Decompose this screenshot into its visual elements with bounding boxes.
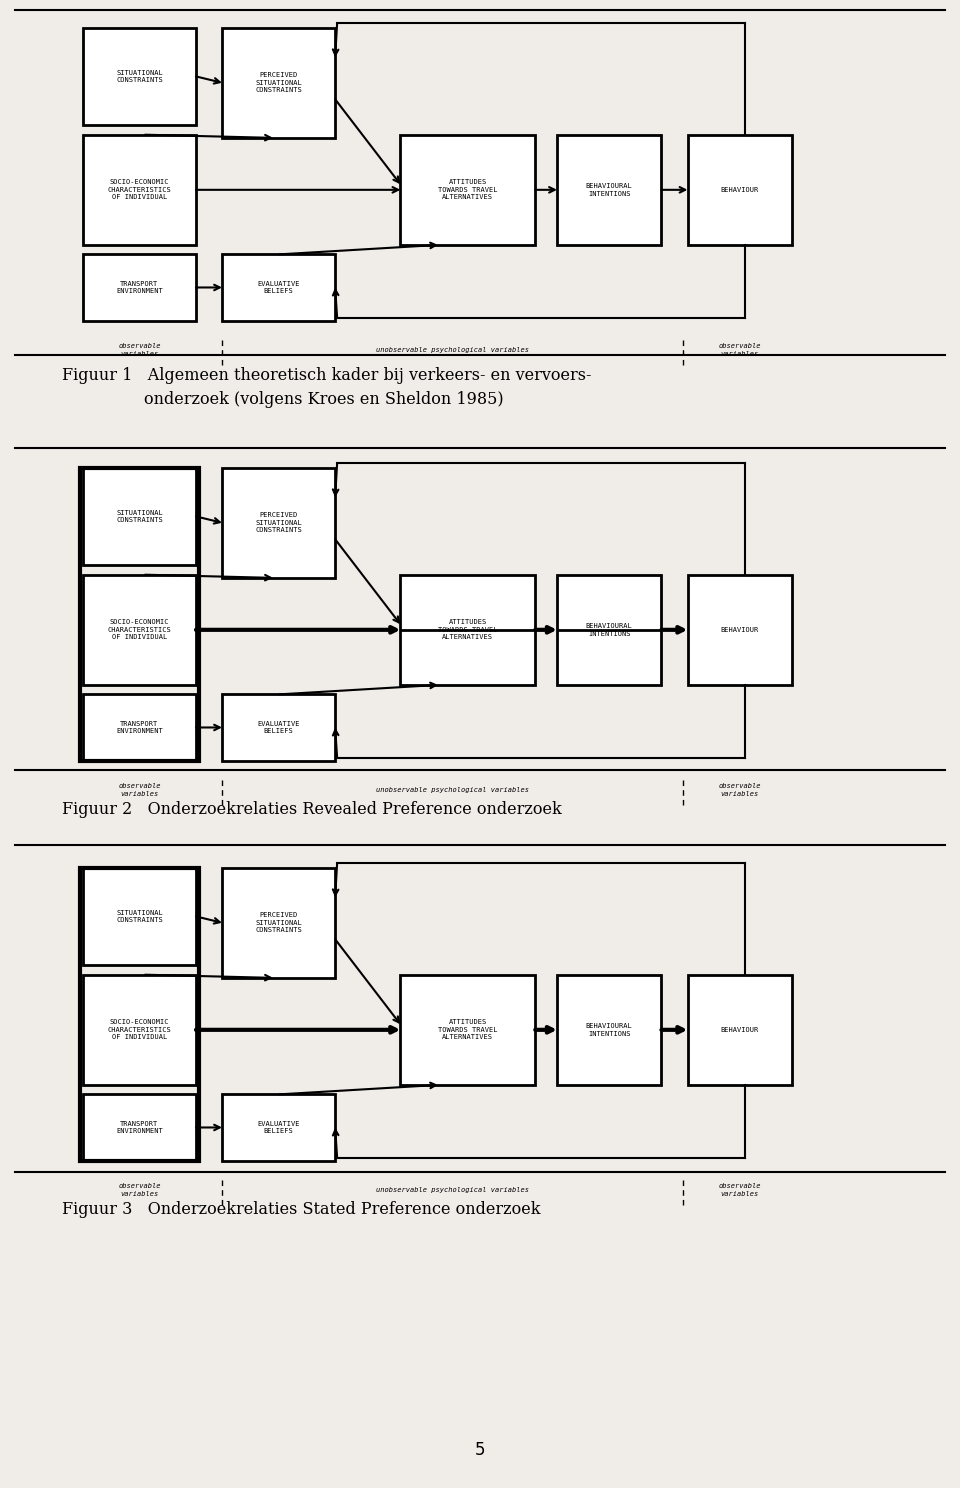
Bar: [557, 135, 661, 246]
Bar: [222, 254, 335, 320]
Bar: [222, 868, 335, 978]
Bar: [222, 28, 335, 138]
Text: EVALUATIVE
BELIEFS: EVALUATIVE BELIEFS: [257, 720, 300, 734]
Bar: [83, 467, 196, 565]
Bar: [83, 975, 196, 1085]
Text: EVALUATIVE
BELIEFS: EVALUATIVE BELIEFS: [257, 1120, 300, 1134]
Text: PERCEIVED
SITUATIONAL
CONSTRAINTS: PERCEIVED SITUATIONAL CONSTRAINTS: [255, 512, 302, 533]
Text: observable
variables: observable variables: [718, 783, 761, 796]
Bar: [687, 975, 792, 1085]
Text: BEHAVIOUR: BEHAVIOUR: [721, 187, 758, 193]
Text: EVALUATIVE
BELIEFS: EVALUATIVE BELIEFS: [257, 281, 300, 295]
Text: BEHAVIOURAL
INTENTIONS: BEHAVIOURAL INTENTIONS: [586, 1024, 633, 1037]
Bar: [80, 868, 199, 1161]
Text: SITUATIONAL
CONSTRAINTS: SITUATIONAL CONSTRAINTS: [116, 70, 163, 83]
Text: 5: 5: [475, 1440, 485, 1460]
Text: SOCIO-ECONOMIC
CHARACTERISTICS
OF INDIVIDUAL: SOCIO-ECONOMIC CHARACTERISTICS OF INDIVI…: [108, 1019, 171, 1040]
Text: Figuur 2   Onderzoekrelaties Revealed Preference onderzoek: Figuur 2 Onderzoekrelaties Revealed Pref…: [62, 802, 562, 818]
Text: TRANSPORT
ENVIRONMENT: TRANSPORT ENVIRONMENT: [116, 720, 163, 734]
Text: ATTITUDES
TOWARDS TRAVEL
ALTERNATIVES: ATTITUDES TOWARDS TRAVEL ALTERNATIVES: [438, 180, 497, 201]
Text: TRANSPORT
ENVIRONMENT: TRANSPORT ENVIRONMENT: [116, 1120, 163, 1134]
Text: BEHAVIOURAL
INTENTIONS: BEHAVIOURAL INTENTIONS: [586, 183, 633, 196]
Bar: [83, 695, 196, 760]
Bar: [83, 1094, 196, 1161]
Text: unobservable psychological variables: unobservable psychological variables: [375, 1187, 529, 1193]
Bar: [557, 574, 661, 684]
Bar: [222, 695, 335, 760]
Bar: [83, 574, 196, 684]
Bar: [557, 975, 661, 1085]
Text: unobservable psychological variables: unobservable psychological variables: [375, 787, 529, 793]
Text: observable
variables: observable variables: [118, 783, 160, 796]
Bar: [400, 975, 536, 1085]
Text: ATTITUDES
TOWARDS TRAVEL
ALTERNATIVES: ATTITUDES TOWARDS TRAVEL ALTERNATIVES: [438, 1019, 497, 1040]
Text: SITUATIONAL
CONSTRAINTS: SITUATIONAL CONSTRAINTS: [116, 510, 163, 524]
Bar: [687, 135, 792, 246]
Text: PERCEIVED
SITUATIONAL
CONSTRAINTS: PERCEIVED SITUATIONAL CONSTRAINTS: [255, 912, 302, 933]
Text: onderzoek (volgens Kroes en Sheldon 1985): onderzoek (volgens Kroes en Sheldon 1985…: [62, 391, 504, 409]
Text: PERCEIVED
SITUATIONAL
CONSTRAINTS: PERCEIVED SITUATIONAL CONSTRAINTS: [255, 73, 302, 94]
Text: BEHAVIOUR: BEHAVIOUR: [721, 1027, 758, 1033]
Bar: [83, 868, 196, 966]
Text: TRANSPORT
ENVIRONMENT: TRANSPORT ENVIRONMENT: [116, 281, 163, 295]
Bar: [83, 28, 196, 125]
Text: observable
variables: observable variables: [718, 1183, 761, 1196]
Bar: [400, 574, 536, 684]
Text: observable
variables: observable variables: [118, 1183, 160, 1196]
Text: SOCIO-ECONOMIC
CHARACTERISTICS
OF INDIVIDUAL: SOCIO-ECONOMIC CHARACTERISTICS OF INDIVI…: [108, 180, 171, 201]
Text: observable
variables: observable variables: [718, 344, 761, 357]
Text: unobservable psychological variables: unobservable psychological variables: [375, 347, 529, 353]
Text: SOCIO-ECONOMIC
CHARACTERISTICS
OF INDIVIDUAL: SOCIO-ECONOMIC CHARACTERISTICS OF INDIVI…: [108, 619, 171, 640]
Text: SITUATIONAL
CONSTRAINTS: SITUATIONAL CONSTRAINTS: [116, 909, 163, 923]
Text: ATTITUDES
TOWARDS TRAVEL
ALTERNATIVES: ATTITUDES TOWARDS TRAVEL ALTERNATIVES: [438, 619, 497, 640]
Bar: [222, 467, 335, 577]
Text: BEHAVIOURAL
INTENTIONS: BEHAVIOURAL INTENTIONS: [586, 623, 633, 637]
Text: Figuur 1   Algemeen theoretisch kader bij verkeers- en vervoers-: Figuur 1 Algemeen theoretisch kader bij …: [62, 366, 591, 384]
Bar: [80, 467, 199, 760]
Text: observable
variables: observable variables: [118, 344, 160, 357]
Bar: [687, 574, 792, 684]
Bar: [400, 135, 536, 246]
Bar: [83, 254, 196, 320]
Bar: [83, 135, 196, 246]
Text: Figuur 3   Onderzoekrelaties Stated Preference onderzoek: Figuur 3 Onderzoekrelaties Stated Prefer…: [62, 1201, 540, 1219]
Bar: [222, 1094, 335, 1161]
Text: BEHAVIOUR: BEHAVIOUR: [721, 626, 758, 632]
